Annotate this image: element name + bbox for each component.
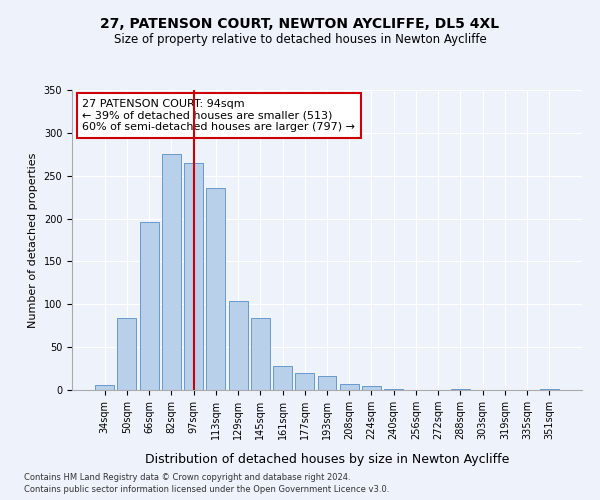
Text: Size of property relative to detached houses in Newton Aycliffe: Size of property relative to detached ho… (113, 32, 487, 46)
Bar (317, 376, 337, 390)
Text: Contains public sector information licensed under the Open Government Licence v3: Contains public sector information licen… (24, 485, 389, 494)
Text: 27, PATENSON COURT, NEWTON AYCLIFFE, DL5 4XL: 27, PATENSON COURT, NEWTON AYCLIFFE, DL5… (100, 18, 500, 32)
Bar (118, 318, 136, 390)
Bar (273, 366, 292, 390)
Bar (251, 318, 270, 390)
Bar (540, 389, 559, 390)
Bar (362, 386, 381, 390)
Bar (140, 222, 158, 390)
Bar (184, 163, 203, 390)
Bar (384, 389, 403, 390)
Text: Contains HM Land Registry data © Crown copyright and database right 2024.: Contains HM Land Registry data © Crown c… (24, 472, 350, 482)
Bar (295, 373, 314, 390)
Y-axis label: Number of detached properties: Number of detached properties (28, 152, 38, 328)
Bar (95, 385, 114, 390)
Bar (229, 301, 248, 390)
Text: 27 PATENSON COURT: 94sqm
← 39% of detached houses are smaller (513)
60% of semi-: 27 PATENSON COURT: 94sqm ← 39% of detach… (82, 99, 355, 132)
Bar (206, 188, 225, 390)
Bar (451, 389, 470, 390)
Bar (340, 384, 359, 390)
Bar (162, 154, 181, 390)
X-axis label: Distribution of detached houses by size in Newton Aycliffe: Distribution of detached houses by size … (145, 453, 509, 466)
